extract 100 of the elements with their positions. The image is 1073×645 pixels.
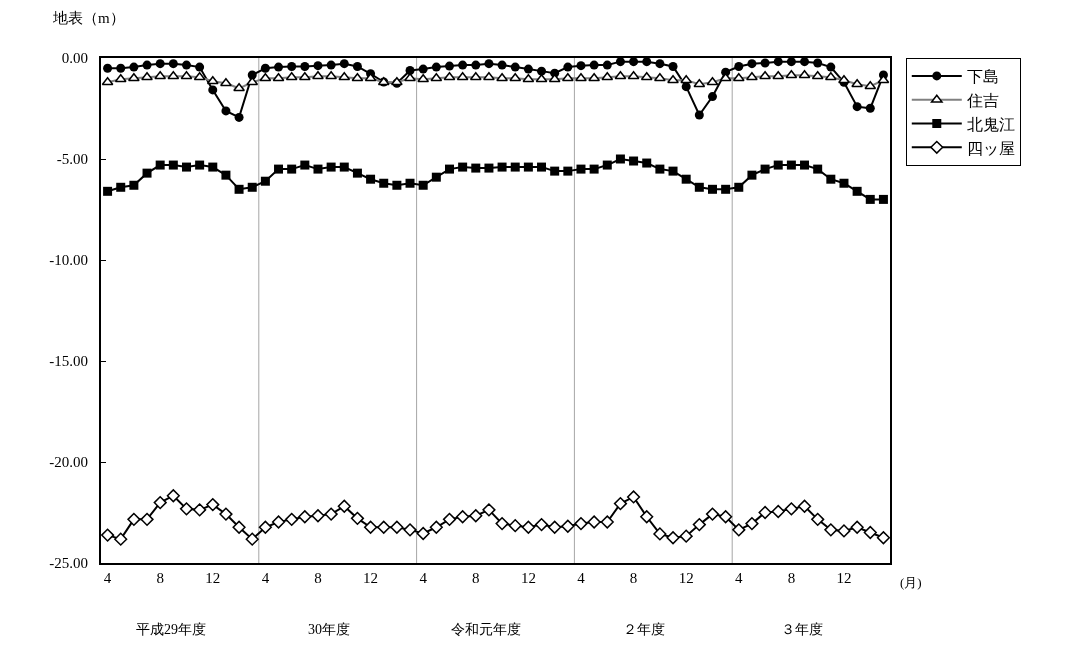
point [548,520,562,534]
point [153,496,167,510]
point [287,61,297,71]
point [352,61,362,71]
point [852,102,862,112]
point [600,515,614,529]
point [837,524,851,538]
point [363,520,378,534]
point [878,194,888,204]
x-tick-label: 8 [787,570,796,586]
point [431,62,441,72]
point [444,61,454,71]
point [379,178,389,188]
point [339,59,349,69]
point [863,525,877,540]
point [705,507,720,521]
point [589,60,599,70]
point [208,162,218,172]
point [850,520,864,534]
point [694,182,704,192]
point [876,531,891,545]
point [784,502,798,516]
point [732,523,746,537]
point [116,63,126,73]
point [179,502,194,516]
point [311,509,325,523]
point [615,154,625,164]
y-tick-label: -20.00 [49,454,88,471]
point [458,60,468,70]
point [429,520,443,534]
point [431,172,441,182]
point [313,164,323,174]
point [456,510,470,524]
point [326,162,336,172]
point [405,178,415,188]
point [274,62,284,72]
point [232,520,246,534]
point [181,60,191,70]
point [824,523,838,537]
point [510,62,520,72]
text: 令和元年度 [451,622,521,637]
point [100,528,115,542]
legend-label: 下島 [966,68,999,86]
point [129,62,139,72]
point [719,510,733,524]
text: 平成29年度 [136,622,206,637]
point [208,85,218,95]
x-tick-label: 4 [103,570,112,586]
point [521,520,535,534]
point [839,178,849,188]
point [260,63,270,73]
point [219,507,233,521]
x-tick-label: 8 [314,570,322,586]
point [206,498,220,512]
point [195,160,205,170]
point [771,504,785,519]
point [298,510,312,524]
point [734,182,744,192]
point [350,511,365,525]
point [747,59,757,69]
point [800,57,810,67]
point [129,180,139,190]
point [103,63,113,73]
point [458,162,468,172]
point [247,182,257,192]
point [260,176,270,186]
point [482,503,496,517]
point [537,66,547,76]
x-tick-label: 4 [735,570,744,586]
point [523,162,533,172]
point [442,512,457,526]
point [563,62,573,72]
y-tick-label: -25.00 [49,555,88,572]
x-tick-label: 8 [156,570,164,586]
point [116,182,126,192]
point [629,156,639,166]
point [103,186,113,196]
point [392,180,402,190]
point [852,186,862,196]
point [668,61,678,71]
x-tick-label: 12 [520,570,536,586]
point [561,519,575,533]
point [497,162,507,172]
point [640,510,654,524]
legend-label: 住吉 [965,91,999,109]
point [681,174,691,184]
x-tick-label: 4 [261,570,270,586]
text: (月) [900,575,922,590]
x-tick-label: 8 [629,570,638,586]
point [258,520,272,534]
point [523,64,533,74]
text: 30年度 [308,622,350,637]
point [813,58,823,68]
point [471,163,481,173]
point [168,59,178,69]
point [813,164,823,174]
point [574,517,588,531]
point [602,160,612,170]
point [615,57,625,67]
point [655,164,665,174]
